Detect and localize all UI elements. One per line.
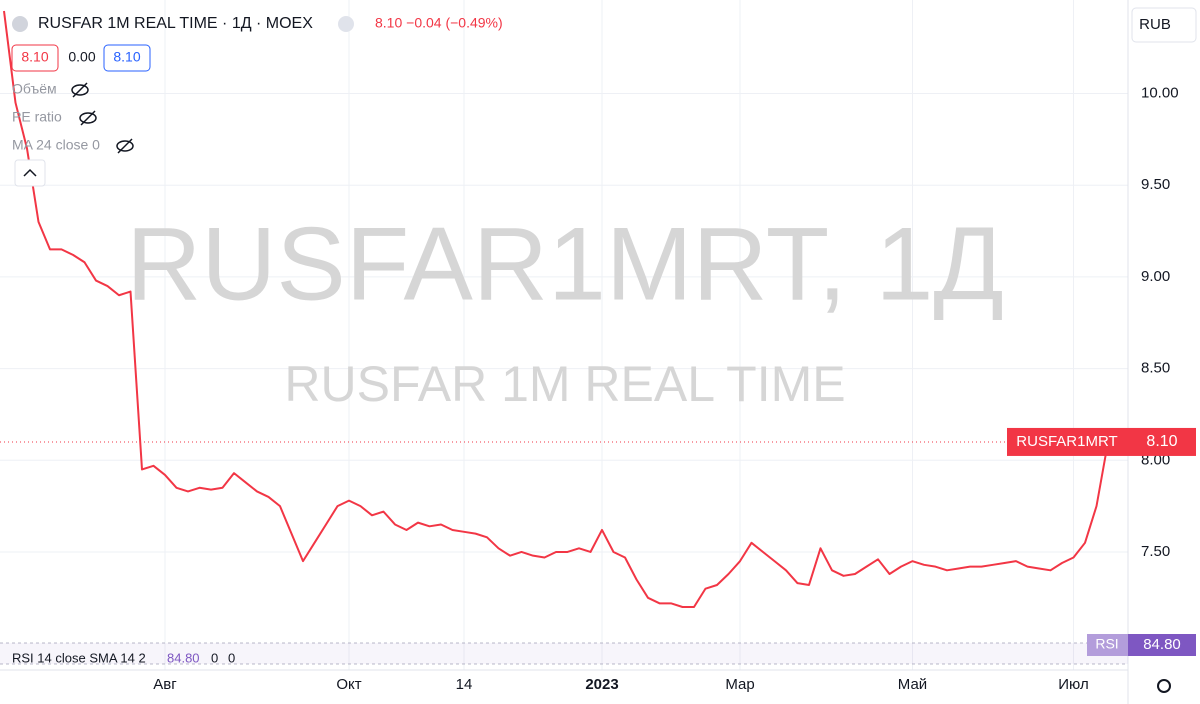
rsi-name-tag [1087, 634, 1128, 656]
rsi-legend: RSI 14 close SMA 14 2 [12, 650, 146, 665]
y-tick-label: 9.50 [1141, 176, 1170, 193]
watermark-symbol: RUSFAR1MRT, 1Д [126, 206, 1004, 322]
currency: RUB [1139, 16, 1171, 33]
symbol-tag-label: RUSFAR1MRT [1016, 433, 1117, 450]
symbol-title: RUSFAR 1M REAL TIME · 1Д · MOEX [38, 15, 313, 32]
rsi-value: 0 [211, 650, 218, 665]
chevron-icon [23, 168, 37, 177]
x-tick-label: Окт [336, 676, 361, 693]
rsi-value: 0 [228, 650, 235, 665]
sell-box[interactable] [11, 44, 59, 72]
rsi-background [0, 643, 1128, 664]
y-tick-label: 9.00 [1141, 268, 1170, 285]
buy-price: 8.10 [113, 49, 140, 65]
x-tick-label: 2023 [585, 676, 618, 693]
plot [0, 10, 1128, 608]
quote: 8.10 −0.04 (−0.49%) [375, 15, 503, 31]
settings-icon[interactable] [1157, 679, 1171, 693]
sell-price: 8.10 [21, 49, 48, 65]
price-tag [1128, 427, 1196, 456]
y-tick-label: 8.50 [1141, 360, 1170, 377]
indicator-label: MA 24 close 0 [12, 137, 100, 153]
indicator-label: PE ratio [12, 109, 62, 125]
rsi-tag-value: 84.80 [1143, 636, 1181, 653]
price-tag-label: 8.10 [1146, 433, 1177, 450]
indicator-label: Объём [12, 81, 57, 97]
currency-button[interactable] [1131, 7, 1197, 43]
rsi-value: 84.80 [167, 650, 200, 665]
buy-box[interactable] [103, 44, 151, 72]
x-tick-label: Июл [1058, 676, 1088, 693]
x-tick-label: 14 [456, 676, 473, 693]
y-tick-label: 10.00 [1141, 84, 1179, 101]
x-tick-label: Май [898, 676, 927, 693]
rsi-name: RSI [1095, 636, 1118, 652]
symbol-icon [12, 16, 28, 32]
hide-icons[interactable] [71, 82, 134, 154]
spread: 0.00 [68, 49, 95, 65]
collapse-button[interactable] [338, 16, 354, 32]
price-line [3, 10, 1109, 608]
rsi-value-tag [1128, 634, 1196, 656]
symbol-tag [1007, 427, 1128, 456]
collapse-legend[interactable] [14, 159, 46, 187]
y-tick-label: 7.50 [1141, 543, 1170, 560]
watermark-name: RUSFAR 1M REAL TIME [284, 356, 845, 412]
x-tick-label: Мар [725, 676, 754, 693]
x-tick-label: Авг [153, 676, 177, 693]
